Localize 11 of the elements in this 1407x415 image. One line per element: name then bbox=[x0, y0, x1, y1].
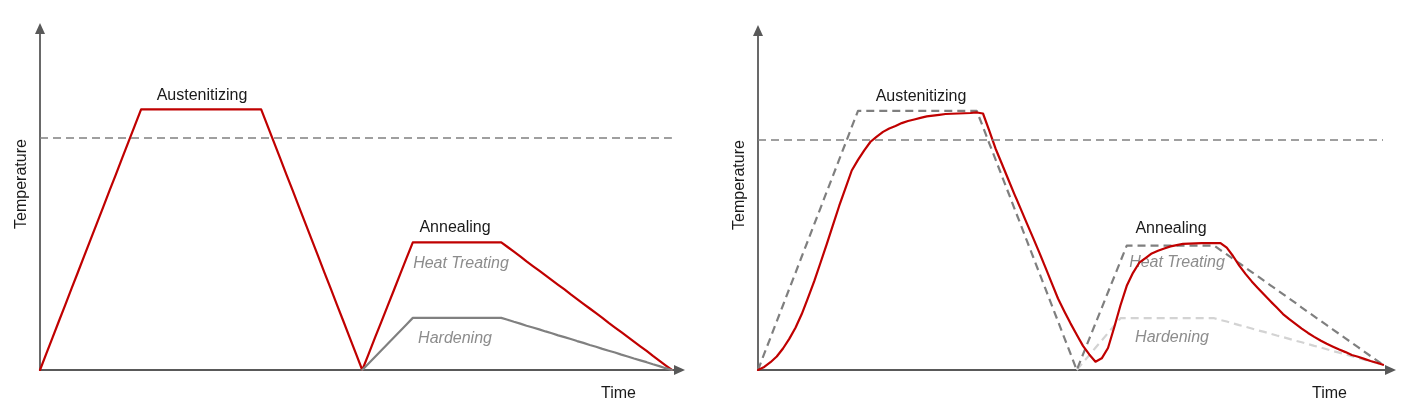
y-axis-title: Temperature bbox=[729, 139, 747, 230]
text: Austenitizing bbox=[156, 85, 248, 103]
text: Austenitizing bbox=[875, 86, 967, 104]
annotation: Heat Treating bbox=[413, 253, 509, 271]
annotation: Hardening bbox=[418, 328, 493, 346]
annotation: Hardening bbox=[1135, 327, 1210, 345]
x-axis-title: Time bbox=[1312, 383, 1348, 401]
x-axis-title: Time bbox=[601, 383, 637, 401]
y-axis-title: Temperature bbox=[11, 138, 29, 229]
annotation: Annealing bbox=[1135, 218, 1207, 236]
annotation: Annealing bbox=[419, 217, 491, 235]
